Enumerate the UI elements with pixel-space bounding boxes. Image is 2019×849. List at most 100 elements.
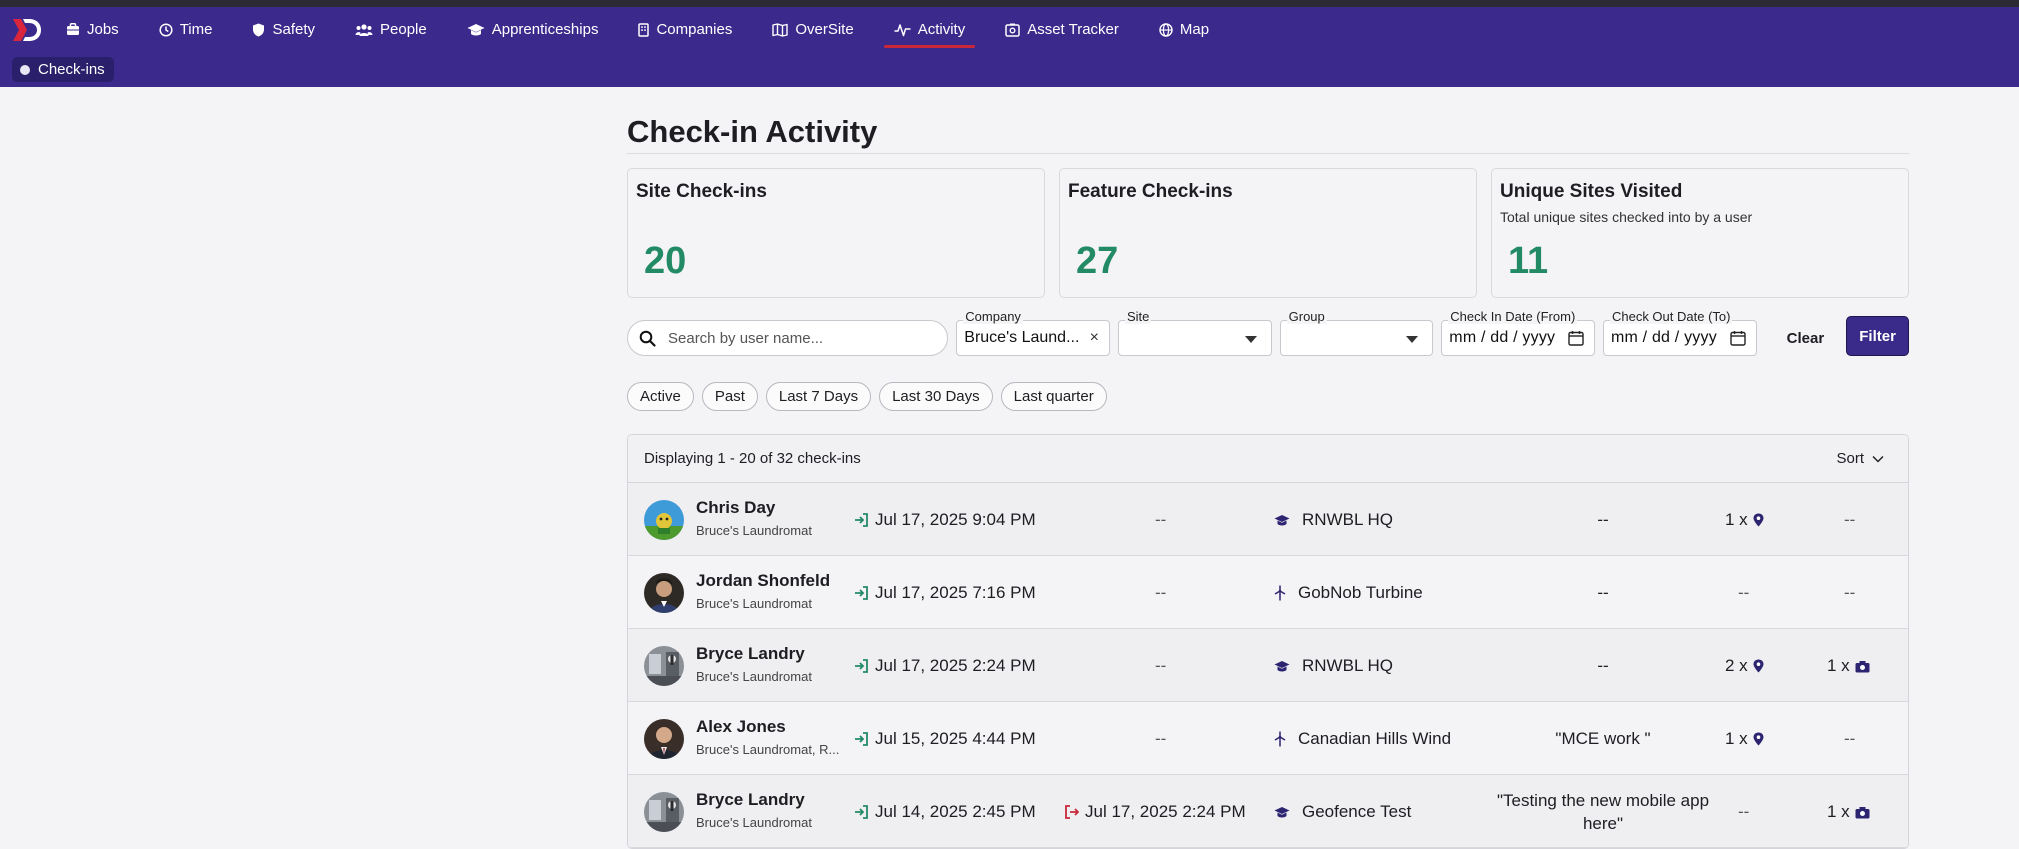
- check-out-arrow-icon: [1065, 805, 1079, 819]
- nav-label: Asset Tracker: [1027, 21, 1119, 38]
- photo-count[interactable]: 1 x: [1827, 656, 1870, 676]
- photo-count-text: 1 x: [1827, 802, 1850, 821]
- card-value: 11: [1508, 240, 1549, 282]
- site-checkins-card: Site Check-ins 20: [627, 168, 1045, 298]
- pin-count[interactable]: 1 x: [1725, 510, 1764, 530]
- feature-checkins-card: Feature Check-ins 27: [1059, 168, 1477, 298]
- site-name[interactable]: Canadian Hills Wind: [1274, 729, 1451, 749]
- subtab-check-ins[interactable]: Check-ins: [12, 57, 114, 82]
- check-in-time: Jul 17, 2025 2:24 PM: [854, 656, 1036, 676]
- table-row[interactable]: Alex Jones Bruce's Laundromat, R... Jul …: [628, 702, 1908, 775]
- nav-apprenticeships[interactable]: Apprenticeships: [467, 7, 598, 52]
- table-header: Displaying 1 - 20 of 32 check-ins Sort: [628, 435, 1908, 483]
- photo-count[interactable]: 1 x: [1827, 802, 1870, 822]
- clear-company-icon[interactable]: ×: [1089, 329, 1099, 346]
- site-name[interactable]: GobNob Turbine: [1274, 583, 1423, 603]
- user-name[interactable]: Bryce Landry: [696, 644, 805, 663]
- nav-companies[interactable]: Companies: [638, 7, 732, 52]
- site-name[interactable]: Geofence Test: [1274, 802, 1411, 822]
- site-label: RNWBL HQ: [1302, 510, 1393, 529]
- check-out-empty: --: [1155, 656, 1167, 675]
- chip-active[interactable]: Active: [627, 382, 694, 411]
- checkins-table: Displaying 1 - 20 of 32 check-ins Sort C…: [627, 434, 1909, 849]
- pin-count-text: 1 x: [1725, 510, 1748, 529]
- check-in-arrow-icon: [855, 586, 868, 600]
- chip-last-30-days[interactable]: Last 30 Days: [879, 382, 993, 411]
- sort-label: Sort: [1836, 450, 1864, 467]
- sort-button[interactable]: Sort: [1836, 450, 1884, 467]
- wind-turbine-icon: [1274, 731, 1286, 747]
- page-title: Check-in Activity: [627, 112, 1909, 154]
- avatar: [644, 719, 684, 759]
- check-in-arrow-icon: [855, 659, 868, 673]
- main-content: Check-in Activity Site Check-ins 20 Feat…: [627, 112, 1910, 849]
- nav-time[interactable]: Time: [159, 7, 212, 52]
- sub-nav: Check-ins: [0, 52, 2019, 87]
- check-out-text: Jul 17, 2025 2:24 PM: [1085, 802, 1246, 821]
- user-name[interactable]: Chris Day: [696, 498, 776, 517]
- results-summary: Displaying 1 - 20 of 32 check-ins: [644, 450, 861, 467]
- chevron-down-icon: [1872, 455, 1884, 463]
- check-out-empty: --: [1155, 510, 1167, 529]
- nav-safety[interactable]: Safety: [252, 7, 315, 52]
- nav-activity[interactable]: Activity: [883, 7, 975, 52]
- card-title: Site Check-ins: [636, 181, 767, 202]
- user-name[interactable]: Jordan Shonfeld: [696, 571, 831, 590]
- check-out-empty: --: [1155, 729, 1167, 748]
- checkout-date-input[interactable]: Check Out Date (To) mm / dd / yyyy: [1602, 310, 1757, 356]
- check-in-text: Jul 17, 2025 7:16 PM: [875, 583, 1036, 602]
- nav-label: Companies: [656, 21, 733, 38]
- unique-sites-card: Unique Sites Visited Total unique sites …: [1491, 168, 1909, 298]
- site-select[interactable]: Site: [1117, 310, 1272, 356]
- app-logo-icon[interactable]: [10, 15, 44, 45]
- check-in-arrow-icon: [855, 805, 868, 819]
- pin-count[interactable]: 2 x: [1725, 656, 1764, 676]
- pin-count[interactable]: 1 x: [1725, 729, 1764, 749]
- nav-people[interactable]: People: [355, 7, 427, 52]
- date-placeholder: mm / dd / yyyy: [1610, 329, 1717, 346]
- filter-button[interactable]: Filter: [1846, 316, 1910, 356]
- table-row[interactable]: Bryce Landry Bruce's Laundromat Jul 17, …: [628, 629, 1908, 702]
- building-icon: [638, 22, 650, 37]
- user-company: Bruce's Laundromat, R...: [696, 742, 840, 757]
- user-name[interactable]: Bryce Landry: [696, 790, 805, 809]
- company-select[interactable]: Company Bruce's Laund... ×: [956, 310, 1110, 356]
- nav-label: Activity: [917, 21, 966, 38]
- user-company: Bruce's Laundromat: [696, 815, 812, 830]
- nav-jobs[interactable]: Jobs: [66, 7, 119, 52]
- globe-icon: [1159, 22, 1173, 37]
- card-title: Feature Check-ins: [1068, 181, 1233, 202]
- note-text: --: [1597, 510, 1609, 529]
- group-select[interactable]: Group: [1279, 310, 1434, 356]
- calendar-icon[interactable]: [1729, 330, 1746, 346]
- checkin-date-input[interactable]: Check In Date (From) mm / dd / yyyy: [1441, 310, 1595, 356]
- table-row[interactable]: Chris Day Bruce's Laundromat Jul 17, 202…: [628, 483, 1908, 556]
- company-value: Bruce's Laund...: [964, 329, 1080, 346]
- table-row[interactable]: Bryce Landry Bruce's Laundromat Jul 14, …: [628, 775, 1908, 848]
- table-row[interactable]: Jordan Shonfeld Bruce's Laundromat Jul 1…: [628, 556, 1908, 629]
- user-name[interactable]: Alex Jones: [696, 717, 786, 736]
- avatar: [644, 792, 684, 832]
- nav-map[interactable]: Map: [1159, 7, 1209, 52]
- activity-pulse-icon: [894, 23, 911, 36]
- site-label: Geofence Test: [1302, 802, 1412, 821]
- briefcase-icon: [67, 23, 79, 35]
- chip-last-7-days[interactable]: Last 7 Days: [765, 382, 872, 411]
- site-name[interactable]: RNWBL HQ: [1274, 510, 1393, 530]
- site-name[interactable]: RNWBL HQ: [1274, 656, 1393, 676]
- search-input[interactable]: [668, 329, 928, 347]
- check-in-time: Jul 17, 2025 9:04 PM: [854, 510, 1036, 530]
- filter-bar: Company Bruce's Laund... × Site Group Ch…: [627, 310, 1910, 356]
- nav-asset-tracker[interactable]: Asset Tracker: [1005, 7, 1119, 52]
- avatar: [644, 573, 684, 613]
- note-text: "Testing the new mobile app here": [1496, 791, 1710, 833]
- nav-oversite[interactable]: OverSite: [772, 7, 854, 52]
- clear-button[interactable]: Clear: [1786, 329, 1825, 347]
- nav-label: People: [380, 21, 427, 38]
- nav-label: Jobs: [87, 21, 119, 38]
- chip-last-quarter[interactable]: Last quarter: [1000, 382, 1107, 411]
- main-nav: Jobs Time Safety People Apprenticeships …: [0, 7, 2019, 52]
- site-label: GobNob Turbine: [1298, 583, 1423, 602]
- calendar-icon[interactable]: [1568, 330, 1584, 346]
- chip-past[interactable]: Past: [701, 382, 758, 411]
